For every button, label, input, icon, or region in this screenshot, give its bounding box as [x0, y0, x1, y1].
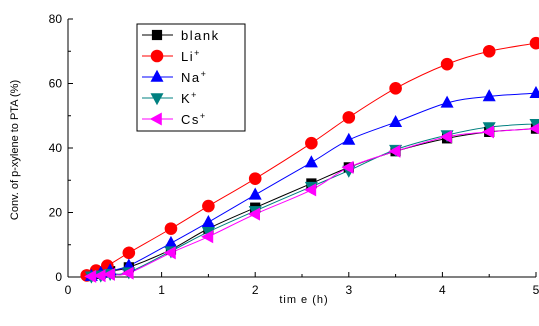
data-point-cs	[102, 267, 115, 281]
data-point-cs	[93, 269, 106, 283]
legend-marker-cs	[149, 112, 162, 126]
y-tick-label: 60	[49, 77, 63, 91]
legend: blank Li+ Na+ K+ Cs+	[136, 23, 246, 132]
legend-label-na: Na+	[181, 69, 207, 85]
series-markers	[80, 36, 539, 284]
x-tick-label: 4	[439, 283, 446, 297]
data-point-li	[305, 136, 318, 150]
data-point-na	[482, 89, 496, 102]
tick-labels: 0 1 2 3 4 5 0 20 40 60 80	[49, 12, 539, 297]
data-point-cs	[163, 246, 176, 260]
x-tick-label: 3	[345, 283, 352, 297]
data-point-na	[389, 114, 403, 127]
x-tick-label: 2	[252, 283, 259, 297]
data-point-cs	[388, 144, 401, 158]
legend-marker-blank	[151, 29, 163, 41]
data-point-na	[342, 132, 356, 145]
series-line-cs	[91, 128, 537, 277]
data-point-na	[164, 235, 178, 248]
data-point-cs	[121, 266, 134, 280]
data-point-cs	[481, 125, 495, 139]
data-point-na	[529, 85, 539, 98]
y-tick-label: 40	[49, 141, 63, 155]
data-point-cs	[341, 160, 354, 174]
data-point-li	[529, 36, 539, 50]
legend-marker-li	[150, 49, 164, 63]
x-tick-label: 0	[65, 283, 72, 297]
x-axis-title: tim e (h)	[279, 294, 328, 306]
tick-marks	[67, 18, 537, 278]
legend-marker-na	[150, 69, 164, 82]
data-point-na	[440, 95, 454, 108]
data-point-li	[482, 44, 496, 58]
data-point-li	[164, 222, 178, 235]
legend-label-li: Li+	[181, 48, 201, 64]
legend-marker-k	[150, 93, 164, 106]
series-line-blank	[91, 128, 537, 277]
data-point-li	[248, 172, 262, 185]
legend-label-k: K+	[181, 90, 198, 106]
data-point-li	[342, 111, 356, 124]
data-point-cs	[528, 123, 539, 135]
data-point-li	[202, 199, 215, 213]
y-axis-title: Conv. of p-xylene to PTA (%)	[9, 80, 21, 220]
x-tick-label: 5	[533, 283, 539, 297]
data-point-li	[440, 57, 454, 71]
data-point-cs	[304, 183, 317, 197]
y-tick-label: 80	[49, 12, 63, 26]
data-point-cs	[201, 230, 214, 244]
data-point-na	[248, 187, 262, 200]
x-tick-label: 1	[158, 283, 165, 297]
legend-label-blank: blank	[181, 28, 220, 43]
data-point-na	[201, 214, 215, 227]
data-point-na	[304, 155, 318, 168]
data-point-cs	[247, 207, 261, 221]
legend-label-cs: Cs+	[181, 111, 207, 127]
y-tick-label: 0	[55, 270, 62, 284]
y-tick-label: 20	[49, 206, 63, 220]
data-point-cs	[439, 130, 452, 144]
data-point-li	[122, 246, 136, 260]
data-point-li	[389, 82, 402, 95]
